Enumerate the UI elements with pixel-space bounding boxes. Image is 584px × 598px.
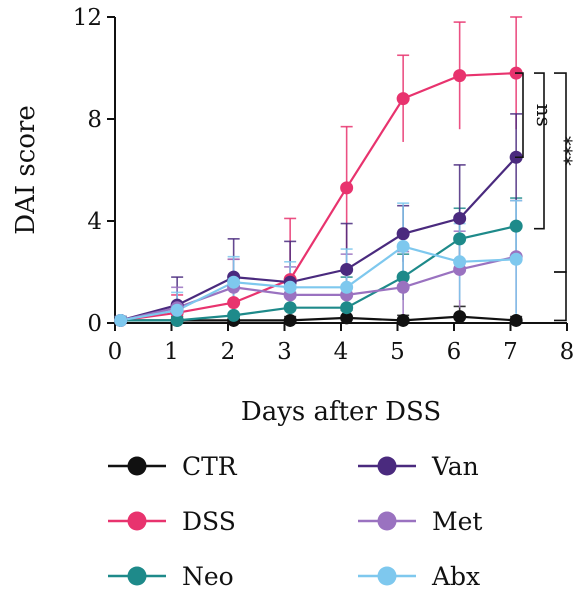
x-tick-label: 2 [221,339,236,365]
data-point-van [396,227,410,241]
legend-marker-van [377,456,397,476]
series-line-met [120,255,517,322]
data-point-neo [340,301,354,315]
legend-marker-dss [127,511,147,531]
x-tick-label: 6 [447,339,462,365]
legend-label-neo: Neo [182,562,234,591]
y-tick-label: 4 [87,209,102,235]
data-point-neo [170,313,184,327]
legend-label-van: Van [431,452,479,481]
series-line-van [120,156,517,322]
y-tick-label: 0 [87,311,102,337]
data-point-dss [227,296,241,310]
data-point-van [340,262,354,276]
legend: CTR DSS Neo Van Met Abx [108,452,482,591]
legend-marker-met [377,511,397,531]
series-points [114,66,523,327]
significance-bracket [534,72,545,230]
legend-label-abx: Abx [431,562,480,591]
data-point-ctr [396,313,410,327]
legend-label-met: Met [432,507,482,536]
legend-label-dss: DSS [182,507,236,536]
data-point-abx [396,240,410,253]
x-tick-label: 5 [390,339,405,365]
legend-marker-ctr [127,456,147,476]
x-tick-label: 0 [108,339,123,365]
data-point-dss [340,181,354,195]
error-bars [114,16,523,323]
significance-label: *** [553,136,577,166]
series-lines [120,72,517,322]
data-point-neo [283,301,297,315]
series-line-neo [120,225,517,322]
x-ticks: 0 1 2 3 4 5 6 7 8 [108,323,575,365]
significance-label: * [575,291,584,301]
legend-label-ctr: CTR [182,452,238,481]
significance-bracket [554,271,567,322]
data-point-abx [340,280,354,294]
legend-marker-neo [127,566,147,586]
y-axis-title: DAI score [11,105,41,235]
data-point-met [396,280,410,294]
data-point-abx [114,313,128,327]
x-axis-title: Days after DSS [241,397,441,427]
series-line-dss [120,72,517,322]
data-point-van [453,211,467,225]
data-point-abx [170,303,184,317]
x-tick-label: 4 [334,339,349,365]
significance-bracket [515,72,524,159]
y-tick-label: 12 [73,5,102,31]
data-point-dss [453,69,467,83]
data-point-abx [453,255,467,269]
data-point-neo [396,270,410,284]
data-point-neo [453,232,467,246]
series-line-abx [120,245,517,322]
x-tick-label: 3 [277,339,292,365]
data-point-abx [283,280,297,294]
data-point-ctr [283,313,297,327]
data-point-neo [227,308,241,322]
data-point-ctr [453,310,467,324]
significance-label: *** [575,158,584,188]
data-point-ctr [509,313,523,327]
data-point-dss [396,92,410,106]
y-ticks: 0 4 8 12 [73,5,115,337]
y-tick-label: 8 [87,107,102,133]
data-point-abx [509,252,523,266]
legend-marker-abx [377,566,397,586]
data-point-abx [227,275,241,289]
x-tick-label: 7 [503,339,518,365]
data-point-ctr [340,311,354,325]
x-tick-label: 8 [560,339,575,365]
significance-brackets: ns******* [515,72,584,322]
x-tick-label: 1 [164,339,179,365]
data-point-neo [509,219,523,233]
